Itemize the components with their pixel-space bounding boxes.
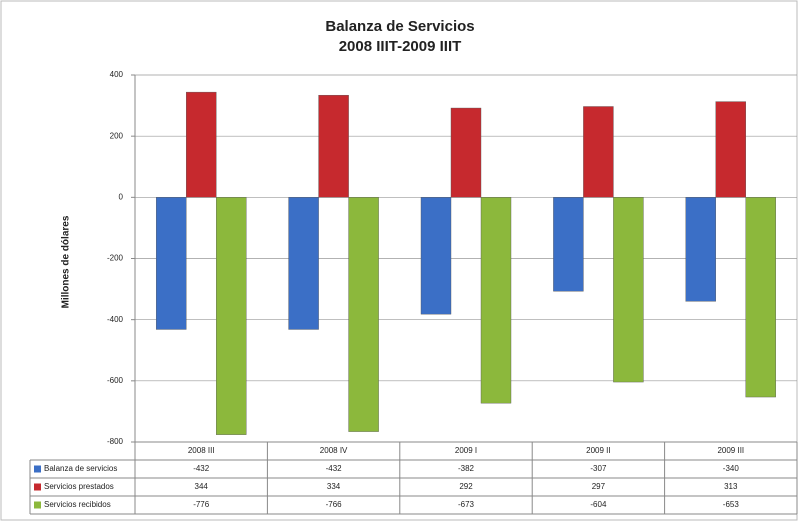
bar [185, 91, 217, 198]
table-value: 334 [327, 482, 341, 491]
y-tick-label: -600 [107, 376, 124, 385]
y-axis-label: Millones de dólares [61, 215, 72, 308]
table-value: -776 [193, 500, 210, 509]
table-value: -766 [326, 500, 343, 509]
y-tick-label: -400 [107, 315, 124, 324]
legend-label: Servicios recibidos [44, 500, 111, 509]
chart-title: Balanza de Servicios [325, 18, 474, 35]
bar [745, 197, 776, 398]
table-value: -432 [193, 464, 210, 473]
table-value: 313 [724, 482, 738, 491]
bar [420, 197, 452, 315]
bar [480, 197, 512, 404]
bar [553, 197, 584, 292]
legend-label: Servicios prestados [44, 482, 114, 491]
bar [613, 197, 644, 383]
x-tick-label: 2009 II [586, 446, 610, 455]
chart-subtitle: 2008 IIIT-2009 IIIT [339, 38, 462, 55]
table-value: -382 [458, 464, 475, 473]
table-value: -432 [326, 464, 343, 473]
y-tick-label: 200 [110, 131, 124, 140]
table-value: 344 [195, 482, 209, 491]
table-value: 297 [592, 482, 606, 491]
legend-label: Balanza de servicios [44, 464, 117, 473]
bar [715, 101, 746, 198]
legend-key [34, 465, 41, 473]
y-tick-label: 400 [110, 70, 124, 79]
bar [155, 197, 187, 330]
table-value: 292 [459, 482, 473, 491]
bar [685, 197, 716, 302]
legend-key [34, 483, 41, 491]
y-tick-label: -200 [107, 254, 124, 263]
table-value: -604 [590, 500, 607, 509]
y-tick-label: -800 [107, 437, 124, 446]
table-value: -653 [723, 500, 740, 509]
bar [288, 197, 319, 330]
bar [450, 107, 482, 198]
table-value: -673 [458, 500, 475, 509]
x-tick-label: 2008 III [188, 446, 215, 455]
table-value: -307 [590, 464, 607, 473]
bar [318, 94, 349, 198]
bar [215, 197, 247, 435]
y-tick-label: 0 [119, 192, 124, 201]
x-tick-label: 2008 IV [320, 446, 348, 455]
x-tick-label: 2009 III [717, 446, 744, 455]
x-tick-label: 2009 I [455, 446, 477, 455]
bar [348, 197, 379, 432]
legend-key [34, 501, 41, 509]
bar [583, 106, 614, 198]
table-value: -340 [723, 464, 740, 473]
